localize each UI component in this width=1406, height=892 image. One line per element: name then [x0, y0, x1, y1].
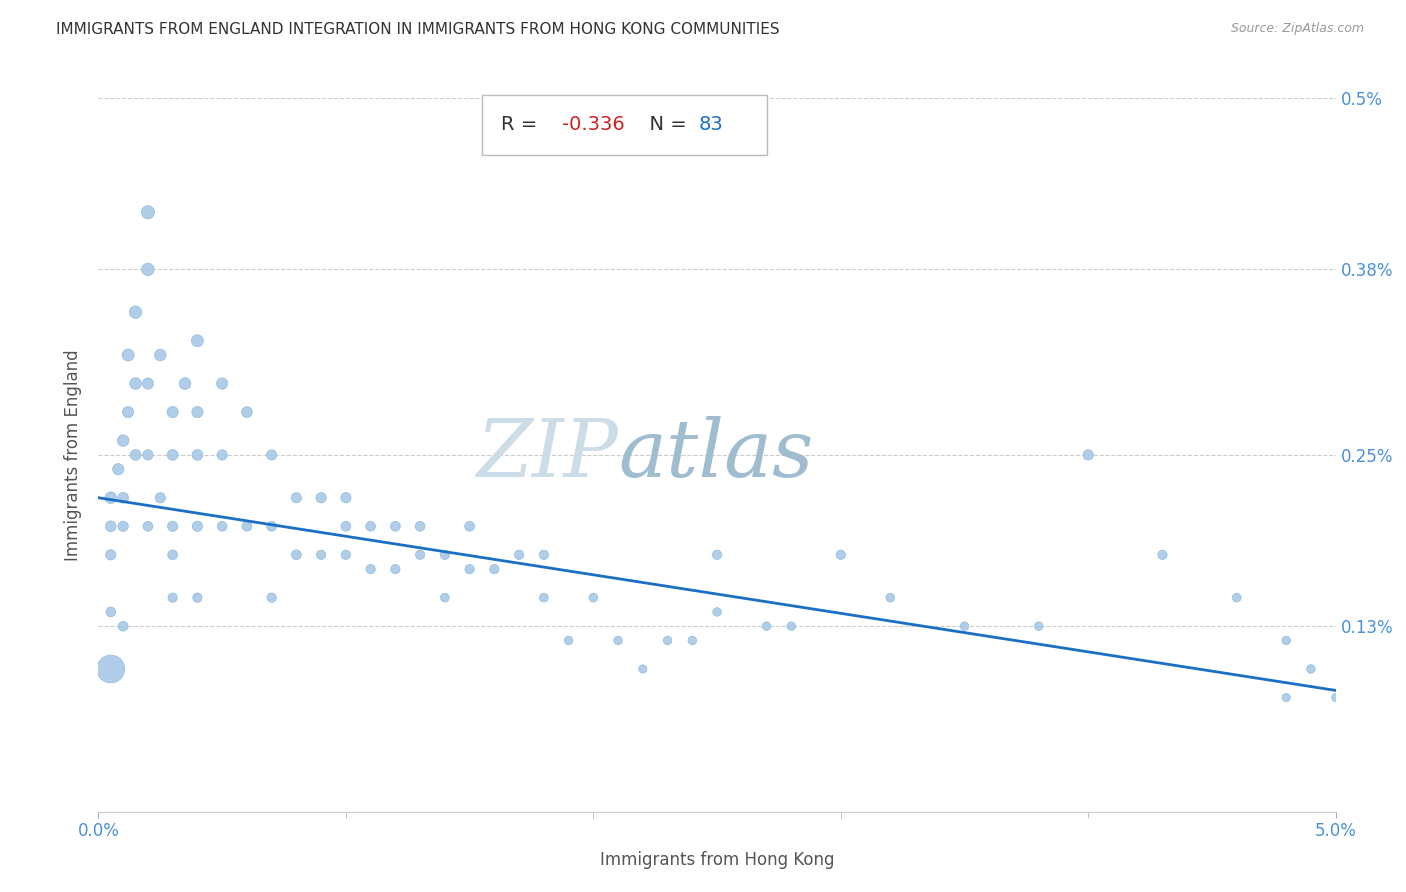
Point: [211, 519, 233, 533]
Point: [112, 519, 135, 533]
Point: [112, 491, 135, 505]
Point: [149, 348, 172, 362]
Point: [384, 519, 406, 533]
Point: [755, 619, 778, 633]
Point: [1152, 548, 1174, 562]
Text: 83: 83: [699, 115, 723, 135]
Point: [100, 605, 122, 619]
Point: [1226, 591, 1249, 605]
Point: [582, 591, 605, 605]
FancyBboxPatch shape: [482, 95, 766, 155]
Point: [433, 591, 456, 605]
Point: [360, 519, 382, 533]
Point: [186, 519, 208, 533]
Point: [162, 548, 184, 562]
Point: [1077, 448, 1099, 462]
X-axis label: Immigrants from Hong Kong: Immigrants from Hong Kong: [600, 851, 834, 869]
Point: [409, 548, 432, 562]
Point: [1275, 633, 1298, 648]
Point: [186, 334, 208, 348]
Point: [136, 205, 159, 219]
Point: [162, 591, 184, 605]
Point: [149, 491, 172, 505]
Point: [335, 519, 357, 533]
Point: [260, 519, 283, 533]
Point: [557, 633, 579, 648]
Point: [607, 633, 630, 648]
Point: [285, 491, 308, 505]
Point: [100, 662, 122, 676]
Point: [260, 591, 283, 605]
Point: [136, 519, 159, 533]
Point: [409, 519, 432, 533]
Point: [162, 448, 184, 462]
Text: IMMIGRANTS FROM ENGLAND INTEGRATION IN IMMIGRANTS FROM HONG KONG COMMUNITIES: IMMIGRANTS FROM ENGLAND INTEGRATION IN I…: [56, 22, 780, 37]
Point: [124, 448, 146, 462]
Point: [117, 405, 139, 419]
Point: [433, 548, 456, 562]
Point: [162, 405, 184, 419]
Point: [260, 448, 283, 462]
Point: [309, 548, 332, 562]
Point: [117, 348, 139, 362]
Point: [112, 434, 135, 448]
Point: [186, 448, 208, 462]
Point: [657, 633, 679, 648]
Point: [508, 548, 530, 562]
Point: [706, 548, 728, 562]
Point: [186, 405, 208, 419]
Point: [681, 633, 703, 648]
Point: [236, 405, 259, 419]
Point: [335, 548, 357, 562]
Point: [174, 376, 197, 391]
Point: [162, 519, 184, 533]
Y-axis label: Immigrants from England: Immigrants from England: [65, 349, 83, 561]
Point: [1028, 619, 1050, 633]
Point: [112, 619, 135, 633]
Point: [384, 562, 406, 576]
Point: [136, 262, 159, 277]
Point: [360, 562, 382, 576]
Point: [211, 448, 233, 462]
Point: [780, 619, 803, 633]
Point: [458, 562, 481, 576]
Point: [107, 462, 129, 476]
Text: -0.336: -0.336: [562, 115, 626, 135]
Point: [1299, 662, 1322, 676]
Text: atlas: atlas: [619, 417, 814, 493]
Point: [879, 591, 901, 605]
Point: [309, 491, 332, 505]
Point: [631, 662, 654, 676]
Point: [136, 448, 159, 462]
Point: [124, 376, 146, 391]
Point: [706, 605, 728, 619]
Point: [458, 519, 481, 533]
Text: R =: R =: [501, 115, 543, 135]
Point: [533, 548, 555, 562]
Point: [236, 519, 259, 533]
Point: [124, 305, 146, 319]
Point: [830, 548, 852, 562]
Point: [1275, 690, 1298, 705]
Point: [100, 548, 122, 562]
Point: [335, 491, 357, 505]
Point: [1324, 690, 1347, 705]
Point: [136, 376, 159, 391]
Point: [211, 376, 233, 391]
Text: N =: N =: [637, 115, 693, 135]
Point: [285, 548, 308, 562]
Point: [100, 519, 122, 533]
Text: ZIP: ZIP: [477, 417, 619, 493]
Point: [484, 562, 506, 576]
Point: [100, 491, 122, 505]
Point: [953, 619, 976, 633]
Point: [533, 591, 555, 605]
Text: Source: ZipAtlas.com: Source: ZipAtlas.com: [1230, 22, 1364, 36]
Point: [186, 591, 208, 605]
